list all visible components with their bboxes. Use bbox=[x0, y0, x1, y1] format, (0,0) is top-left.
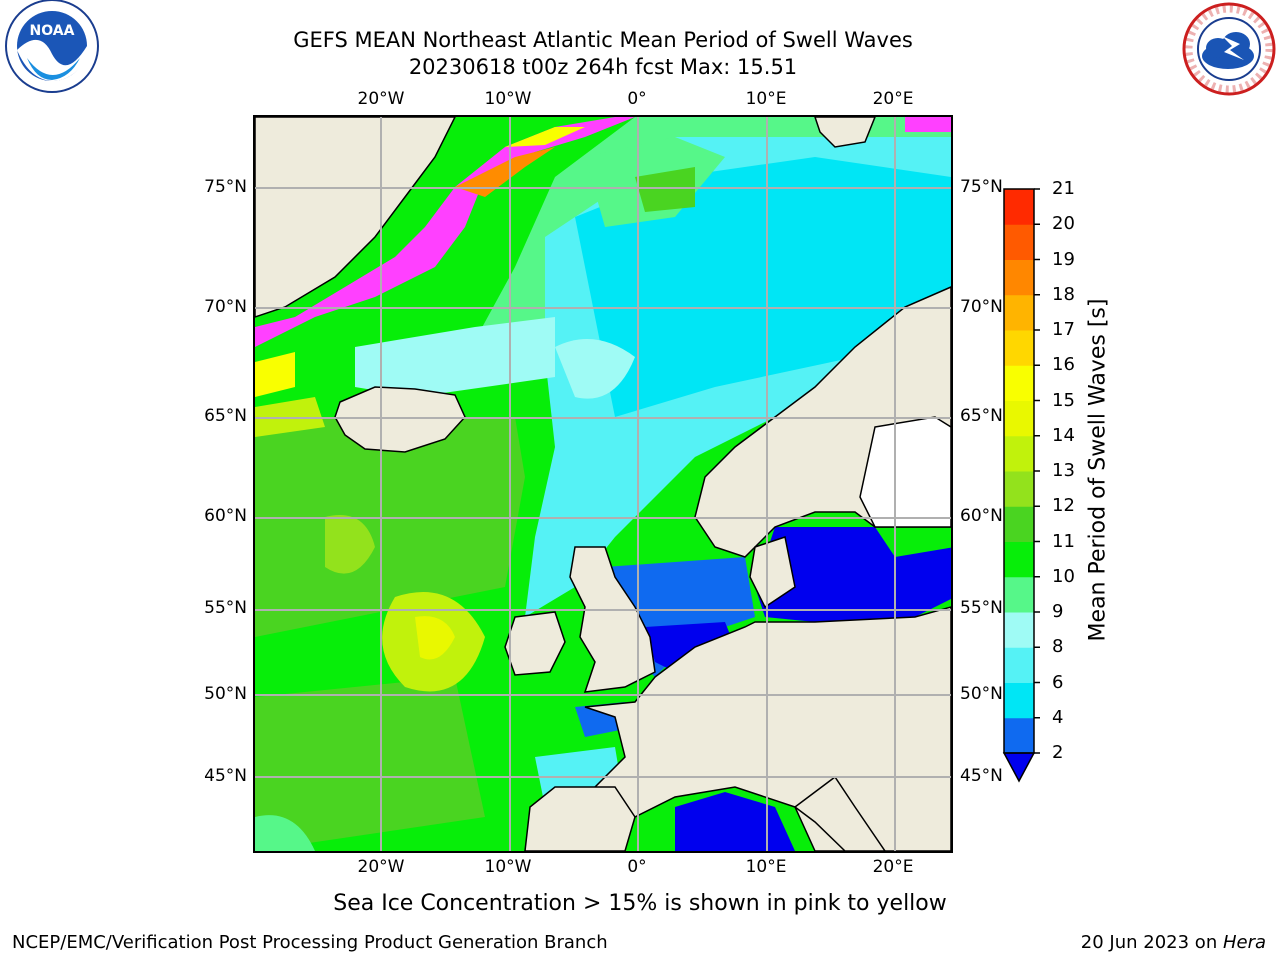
lon-label-top-0: 0° bbox=[627, 89, 647, 109]
colorbar-tick-label: 4 bbox=[1052, 706, 1064, 728]
lat-label-left-50n: 50°N bbox=[204, 684, 247, 704]
lon-label-bottom-10e: 10°E bbox=[745, 857, 787, 877]
colorbar-bin bbox=[1004, 612, 1034, 648]
swell-2s-mediterranean-west bbox=[675, 792, 795, 851]
colorbar-bin bbox=[1004, 330, 1034, 366]
land-iberia bbox=[524, 786, 636, 851]
noaa-logo: NOAA bbox=[5, 0, 99, 93]
colorbar-tick-label: 13 bbox=[1052, 460, 1075, 481]
map-subtitle: 20230618 t00z 264h fcst Max: 15.51 bbox=[408, 55, 798, 79]
colorbar-label: Mean Period of Swell Waves [s] bbox=[1085, 298, 1111, 642]
colorbar-bin bbox=[1004, 400, 1034, 437]
lon-label-bottom-0: 0° bbox=[627, 857, 647, 877]
gulf-of-bothnia bbox=[859, 416, 951, 528]
colorbar-bin bbox=[1004, 682, 1034, 719]
land-great-britain bbox=[569, 546, 656, 693]
land-iceland bbox=[334, 386, 466, 453]
lon-label-top-20w: 20°W bbox=[357, 89, 405, 109]
colorbar-tick-label: 21 bbox=[1052, 178, 1075, 199]
sea-ice-barents bbox=[905, 117, 951, 132]
colorbar-bin bbox=[1004, 471, 1034, 507]
lat-label-right-45n: 45°N bbox=[960, 766, 1003, 786]
colorbar-tick-label: 6 bbox=[1052, 671, 1064, 693]
colorbar-bin bbox=[1004, 259, 1034, 296]
colorbar-bin bbox=[1004, 717, 1034, 754]
colorbar bbox=[1002, 188, 1040, 783]
lat-label-right-70n: 70°N bbox=[960, 297, 1003, 317]
lat-label-right-55n: 55°N bbox=[960, 598, 1003, 618]
map-canvas bbox=[255, 117, 951, 851]
colorbar-tick-label: 14 bbox=[1052, 424, 1075, 446]
swell-12s-patch bbox=[325, 515, 375, 574]
footer-date: 20 Jun 2023 on Hera bbox=[1081, 932, 1266, 954]
nws-logo bbox=[1182, 2, 1276, 96]
colorbar-tick-label: 19 bbox=[1052, 248, 1075, 270]
colorbar-tick-label: 11 bbox=[1052, 530, 1075, 552]
colorbar-tick-label: 8 bbox=[1052, 636, 1064, 658]
land-greenland bbox=[255, 117, 456, 318]
colorbar-tick-label: 15 bbox=[1052, 389, 1075, 411]
sea-ice-yellow-south bbox=[255, 352, 295, 397]
sea-ice-caption: Sea Ice Concentration > 15% is shown in … bbox=[0, 890, 1280, 918]
land-denmark bbox=[749, 536, 796, 609]
footer-date-text: 20 Jun 2023 on bbox=[1080, 932, 1223, 953]
colorbar-bin bbox=[1004, 576, 1034, 613]
footer-host: Hera bbox=[1222, 932, 1266, 953]
colorbar-tick-label: 18 bbox=[1052, 283, 1075, 305]
colorbar-bin bbox=[1004, 647, 1034, 683]
swell-11s-south bbox=[255, 677, 485, 851]
colorbar-bin bbox=[1004, 365, 1034, 401]
colorbar-extend-arrow bbox=[1002, 752, 1036, 783]
lat-label-left-55n: 55°N bbox=[204, 598, 247, 618]
colorbar-tick-label: 12 bbox=[1052, 495, 1075, 517]
colorbar-bin bbox=[1004, 506, 1034, 542]
lat-label-left-75n: 75°N bbox=[204, 177, 247, 197]
colorbar-bin bbox=[1004, 294, 1034, 331]
swell-9s-sw bbox=[255, 815, 315, 851]
colorbar-tick-label: 2 bbox=[1052, 742, 1064, 763]
swell-2s-southern-north-sea bbox=[645, 622, 735, 672]
lat-label-right-65n: 65°N bbox=[960, 406, 1003, 426]
noaa-logo-text: NOAA bbox=[30, 23, 75, 39]
lat-label-right-75n: 75°N bbox=[960, 177, 1003, 197]
map-title: GEFS MEAN Northeast Atlantic Mean Period… bbox=[293, 28, 913, 52]
land-ireland bbox=[504, 611, 566, 676]
lon-label-bottom-20e: 20°E bbox=[872, 857, 914, 877]
map-panel bbox=[253, 115, 953, 853]
colorbar-tick-label: 10 bbox=[1052, 565, 1075, 587]
colorbar-bin bbox=[1004, 189, 1034, 225]
land-svalbard bbox=[814, 117, 876, 148]
lon-label-bottom-10w: 10°W bbox=[484, 857, 532, 877]
swell-8s-iceland-north bbox=[355, 317, 555, 397]
sea-ice-yellow bbox=[505, 127, 585, 147]
swell-8s-patch bbox=[555, 339, 635, 399]
colorbar-bin bbox=[1004, 435, 1034, 472]
sea-ice-pink-band bbox=[255, 117, 635, 347]
colorbar-bin bbox=[1004, 224, 1034, 260]
lon-label-top-10w: 10°W bbox=[484, 89, 532, 109]
lat-label-left-65n: 65°N bbox=[204, 406, 247, 426]
lon-label-top-20e: 20°E bbox=[872, 89, 914, 109]
swell-10s-svalbard bbox=[635, 167, 695, 212]
lon-label-top-10e: 10°E bbox=[745, 89, 787, 109]
sea-ice-orange bbox=[455, 147, 555, 197]
colorbar-tick-label: 16 bbox=[1052, 354, 1075, 376]
sea-ice-caption-text: Sea Ice Concentration > 15% is shown in … bbox=[333, 891, 947, 916]
colorbar-tick-label: 9 bbox=[1052, 601, 1064, 622]
lat-label-right-60n: 60°N bbox=[960, 506, 1003, 526]
lat-label-right-50n: 50°N bbox=[960, 684, 1003, 704]
lat-label-left-45n: 45°N bbox=[204, 766, 247, 786]
graticule bbox=[255, 117, 951, 851]
colorbar-bin bbox=[1004, 541, 1034, 578]
colorbar-tick-label: 20 bbox=[1052, 213, 1075, 235]
colorbar-tick-label: 17 bbox=[1052, 319, 1075, 340]
swell-11s-region bbox=[255, 417, 525, 637]
swell-14s-core bbox=[415, 616, 455, 660]
lat-label-left-70n: 70°N bbox=[204, 297, 247, 317]
lon-label-bottom-20w: 20°W bbox=[357, 857, 405, 877]
lat-label-left-60n: 60°N bbox=[204, 506, 247, 526]
footer-producer: NCEP/EMC/Verification Post Processing Pr… bbox=[12, 932, 608, 953]
swell-2s-baltic bbox=[755, 527, 951, 622]
